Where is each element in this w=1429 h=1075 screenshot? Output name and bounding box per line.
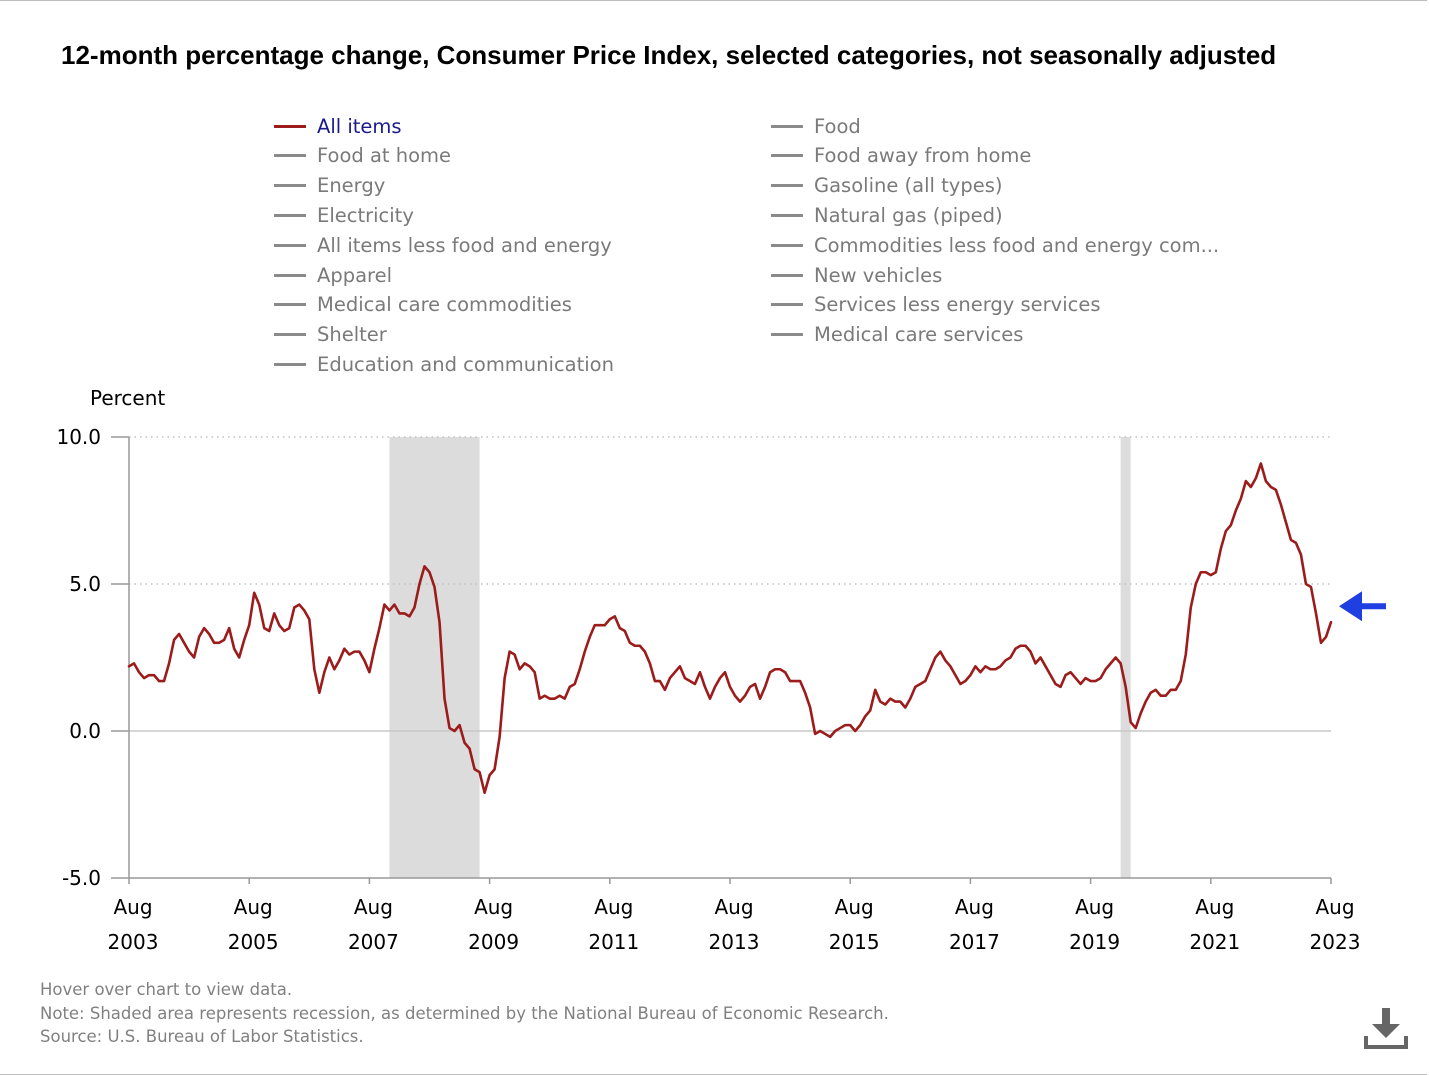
x-tick-month: Aug (594, 895, 633, 919)
legend-swatch (274, 303, 306, 307)
legend-swatch (274, 243, 306, 247)
legend-swatch (771, 273, 803, 277)
legend-label: Medical care services (814, 323, 1024, 347)
series-line-all-items[interactable] (127, 462, 1333, 795)
legend-item-commodities-less-food-and-energy-com[interactable]: Commodities less food and energy com... (771, 231, 1219, 259)
legend-item-food-away-from-home[interactable]: Food away from home (771, 142, 1031, 170)
x-tick-year: 2023 (1310, 930, 1361, 954)
legend-item-medical-care-services[interactable]: Medical care services (771, 321, 1023, 349)
legend-swatch (771, 124, 803, 128)
x-tick-year: 2013 (709, 930, 760, 954)
y-tick-label: 5.0 (69, 572, 101, 596)
legend-swatch (274, 124, 306, 128)
x-tick-year: 2019 (1069, 930, 1120, 954)
recession-shade-2 (1120, 437, 1131, 878)
x-tick-year: 2021 (1189, 930, 1240, 954)
legend-item-energy[interactable]: Energy (274, 172, 385, 200)
legend-label: Electricity (317, 203, 414, 227)
x-tick-month: Aug (1195, 895, 1234, 919)
legend-label: Food at home (317, 144, 452, 168)
legend-label: Energy (317, 174, 386, 198)
hover-hint: Hover over chart to view data. (40, 980, 293, 999)
x-tick-month: Aug (113, 895, 152, 919)
legend-item-shelter[interactable]: Shelter (274, 321, 387, 349)
y-tick-label: 10.0 (56, 425, 101, 449)
legend-swatch (771, 154, 803, 158)
legend-item-food-at-home[interactable]: Food at home (274, 142, 451, 170)
y-axis-label: Percent (90, 386, 166, 410)
legend-label: New vehicles (814, 263, 943, 287)
x-tick-month: Aug (1315, 895, 1354, 919)
download-button[interactable] (1362, 1004, 1410, 1052)
legend-label: All items less food and energy (317, 233, 612, 257)
legend-item-apparel[interactable]: Apparel (274, 261, 392, 289)
legend-item-natural-gas-piped[interactable]: Natural gas (piped) (771, 201, 1003, 229)
legend-label: Shelter (317, 323, 387, 347)
legend-item-education-and-communication[interactable]: Education and communication (274, 350, 614, 378)
legend-item-electricity[interactable]: Electricity (274, 201, 414, 229)
legend-label: Education and communication (317, 352, 614, 376)
legend-swatch (274, 154, 306, 158)
y-tick-label: -5.0 (62, 866, 101, 890)
legend-item-all-items[interactable]: All items (274, 112, 402, 140)
legend-label: All items (317, 114, 402, 138)
x-tick-year: 2007 (348, 930, 399, 954)
legend-swatch (771, 333, 803, 337)
legend-swatch (274, 213, 306, 217)
legend: All items Food Food at home Food away from … (274, 112, 1234, 382)
x-tick-month: Aug (234, 895, 273, 919)
x-tick-month: Aug (354, 895, 393, 919)
legend-label: Natural gas (piped) (814, 203, 1003, 227)
legend-item-medical-care-commodities[interactable]: Medical care commodities (274, 291, 572, 319)
legend-swatch (274, 362, 306, 366)
x-tick-month: Aug (714, 895, 753, 919)
x-tick-month: Aug (474, 895, 513, 919)
legend-item-new-vehicles[interactable]: New vehicles (771, 261, 942, 289)
x-tick-year: 2005 (228, 930, 279, 954)
legend-label: Medical care commodities (317, 293, 572, 317)
x-tick-year: 2015 (829, 930, 880, 954)
legend-swatch (274, 273, 306, 277)
legend-item-all-items-less-food-and-energy[interactable]: All items less food and energy (274, 231, 612, 259)
legend-label: Food away from home (814, 144, 1032, 168)
footer: Hover over chart to view data. Note: Sha… (40, 978, 889, 1049)
legend-swatch (771, 213, 803, 217)
legend-label: Services less energy services (814, 293, 1101, 317)
legend-swatch (771, 184, 803, 188)
x-tick-month: Aug (955, 895, 994, 919)
x-tick-year: 2003 (108, 930, 159, 954)
recession-shade-1 (389, 437, 480, 878)
legend-label: Apparel (317, 263, 393, 287)
y-tick-label: 0.0 (69, 719, 101, 743)
legend-label: Commodities less food and energy com... (814, 233, 1220, 257)
legend-item-gasoline-all-types[interactable]: Gasoline (all types) (771, 172, 1002, 200)
legend-label: Food (814, 114, 861, 138)
chart-title: 12-month percentage change, Consumer Pri… (61, 40, 1277, 70)
x-tick-month: Aug (835, 895, 874, 919)
x-tick-year: 2017 (949, 930, 1000, 954)
left-arrow-icon (1339, 591, 1386, 622)
download-icon (1364, 1008, 1408, 1049)
line-chart[interactable]: 10.0 5.0 0.0 -5.0 Aug 2003 Aug 2005 Aug 2007 Aug 20… (0, 0, 1429, 975)
legend-swatch (274, 184, 306, 188)
legend-swatch (274, 333, 306, 337)
legend-swatch (771, 303, 803, 307)
legend-item-food[interactable]: Food (771, 112, 861, 140)
source-note: Source: U.S. Bureau of Labor Statistics. (40, 1027, 364, 1046)
recession-note: Note: Shaded area represents recession, … (40, 1003, 889, 1023)
legend-swatch (771, 243, 803, 247)
legend-item-services-less-energy-services[interactable]: Services less energy services (771, 291, 1101, 319)
x-tick-year: 2009 (468, 930, 519, 954)
legend-label: Gasoline (all types) (814, 174, 1003, 198)
x-tick-year: 2011 (588, 930, 639, 954)
x-tick-month: Aug (1075, 895, 1114, 919)
